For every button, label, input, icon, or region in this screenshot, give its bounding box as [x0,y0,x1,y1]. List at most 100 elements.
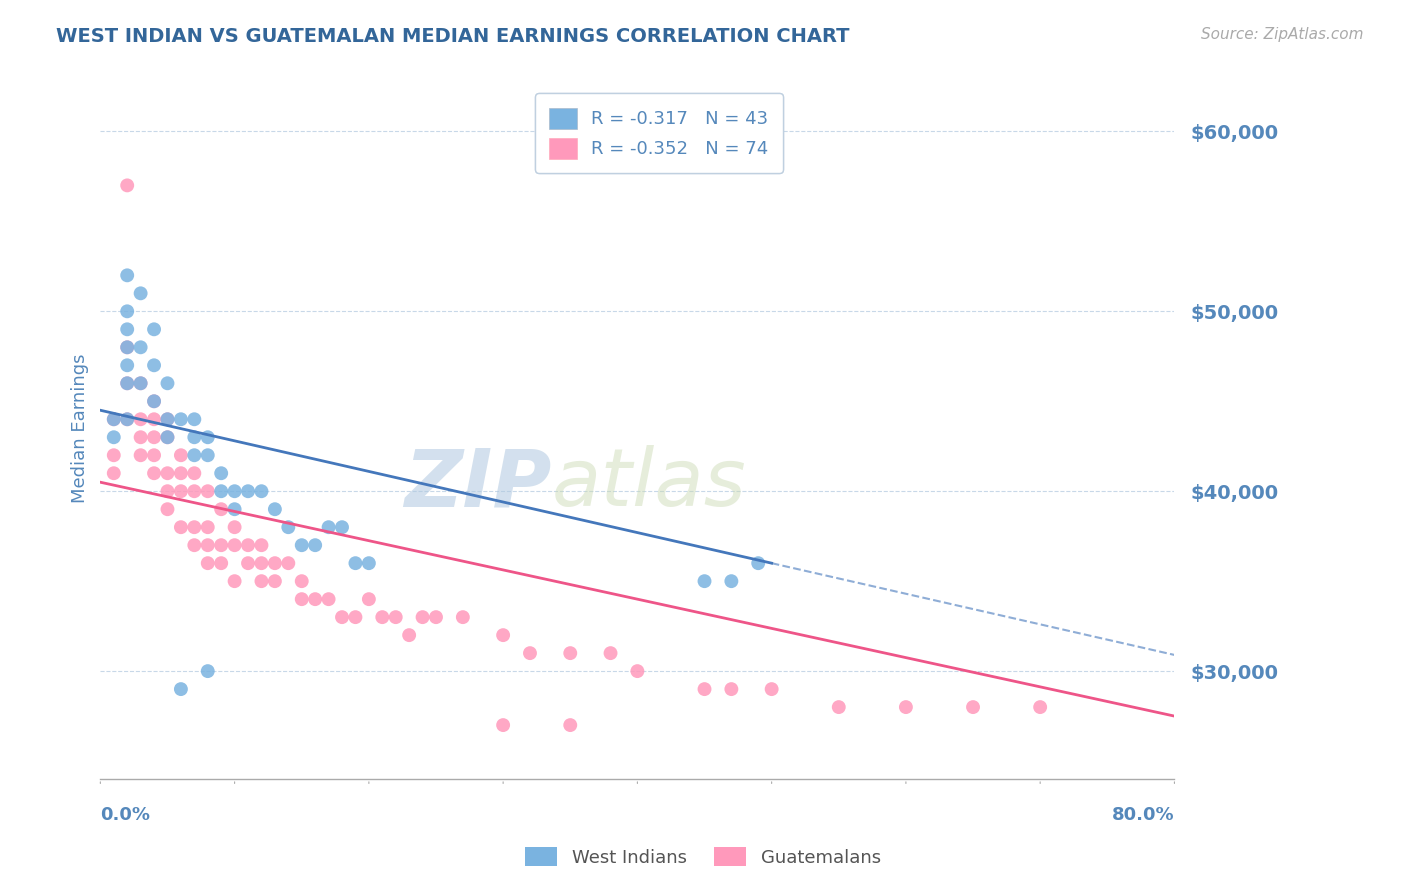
Point [143,394,166,409]
Point [183,467,205,481]
Point [560,646,582,660]
Text: atlas: atlas [551,445,747,524]
Point [344,610,367,624]
Point [143,322,166,336]
Point [197,448,219,462]
Point [304,592,326,607]
Point [197,664,219,678]
Point [264,556,287,570]
Point [371,610,394,624]
Point [129,376,152,391]
Point [143,412,166,426]
Point [103,467,125,481]
Point [115,322,138,336]
Point [236,556,259,570]
Point [209,484,232,499]
Point [183,520,205,534]
Point [357,556,380,570]
Point [962,700,984,714]
Point [103,412,125,426]
Point [693,574,716,589]
Text: WEST INDIAN VS GUATEMALAN MEDIAN EARNINGS CORRELATION CHART: WEST INDIAN VS GUATEMALAN MEDIAN EARNING… [56,27,849,45]
Point [519,646,541,660]
Point [170,520,193,534]
Point [129,376,152,391]
Point [129,340,152,354]
Point [720,574,742,589]
Point [197,556,219,570]
Point [720,682,742,697]
Point [156,467,179,481]
Point [170,467,193,481]
Point [761,682,783,697]
Point [115,268,138,283]
Point [183,484,205,499]
Point [115,178,138,193]
Legend: West Indians, Guatemalans: West Indians, Guatemalans [517,840,889,874]
Point [304,538,326,552]
Point [197,484,219,499]
Point [384,610,406,624]
Point [560,718,582,732]
Point [828,700,851,714]
Point [291,574,314,589]
Point [747,556,769,570]
Point [236,484,259,499]
Point [209,556,232,570]
Point [277,556,299,570]
Point [264,502,287,516]
Point [250,538,273,552]
Point [183,448,205,462]
Point [115,359,138,373]
Text: ZIP: ZIP [404,445,551,524]
Point [170,484,193,499]
Point [156,412,179,426]
Point [330,520,353,534]
Point [492,628,515,642]
Point [209,538,232,552]
Point [693,682,716,697]
Point [330,610,353,624]
Point [318,520,340,534]
Point [197,430,219,444]
Point [115,340,138,354]
Point [425,610,447,624]
Point [103,430,125,444]
Point [129,448,152,462]
Point [224,538,246,552]
Point [183,538,205,552]
Point [291,538,314,552]
Point [264,574,287,589]
Point [1029,700,1052,714]
Point [224,502,246,516]
Point [451,610,474,624]
Point [170,682,193,697]
Point [129,286,152,301]
Point [115,304,138,318]
Text: 0.0%: 0.0% [100,806,150,824]
Point [115,376,138,391]
Point [224,574,246,589]
Point [197,520,219,534]
Point [143,394,166,409]
Point [224,520,246,534]
Y-axis label: Median Earnings: Median Earnings [72,353,89,503]
Point [626,664,648,678]
Point [183,430,205,444]
Point [156,484,179,499]
Point [156,430,179,444]
Point [156,376,179,391]
Point [156,502,179,516]
Point [156,412,179,426]
Point [115,376,138,391]
Point [318,592,340,607]
Point [209,467,232,481]
Point [250,574,273,589]
Point [344,556,367,570]
Text: 80.0%: 80.0% [1112,806,1174,824]
Point [170,412,193,426]
Point [599,646,621,660]
Point [398,628,420,642]
Point [143,359,166,373]
Point [197,538,219,552]
